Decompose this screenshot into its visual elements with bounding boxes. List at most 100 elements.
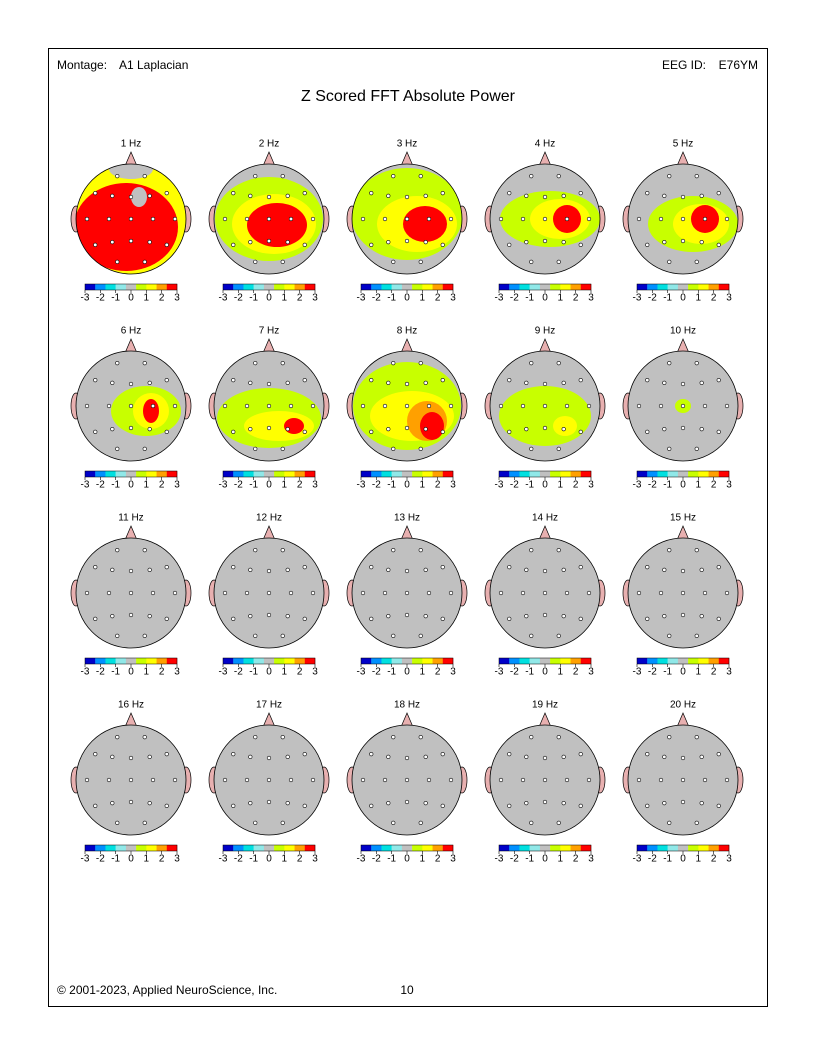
blobs (500, 191, 600, 247)
scale-swatch (432, 658, 443, 664)
electrode (694, 633, 699, 639)
electrode (724, 216, 730, 222)
electrode (680, 755, 686, 761)
scale-swatch (146, 471, 157, 477)
electrode (386, 193, 391, 198)
scale-tick-label: 2 (711, 667, 717, 678)
electrode (699, 427, 704, 432)
scale-swatch (223, 471, 234, 477)
scale-swatch (304, 845, 316, 851)
scale-swatch (637, 284, 648, 290)
scale-swatch (284, 845, 295, 851)
electrode (369, 803, 374, 808)
page-border (48, 48, 768, 1007)
electrode (524, 613, 529, 619)
scale-swatch (412, 284, 423, 290)
blobs (111, 386, 181, 436)
electrode (645, 616, 650, 621)
scale-swatch (560, 845, 571, 851)
electrode (280, 446, 285, 452)
scale-tick-label: 0 (542, 480, 548, 491)
electrode (93, 429, 98, 434)
scale-tick-label: 1 (558, 293, 564, 304)
electrode (93, 752, 98, 757)
scale-swatch (136, 658, 147, 664)
scale-tick-label: -3 (357, 854, 366, 865)
scale-tick-label: -1 (663, 293, 672, 304)
scale-swatch (637, 658, 648, 664)
electrode (84, 216, 90, 222)
electrode (542, 194, 548, 200)
electrode (231, 752, 236, 757)
electrode (667, 633, 672, 639)
scale-tick-label: -2 (510, 480, 519, 491)
power-region (109, 164, 153, 179)
scale-swatch (166, 658, 178, 664)
electrode (542, 425, 548, 431)
scale-swatch (412, 658, 423, 664)
scale-swatch (432, 284, 443, 290)
scale-swatch (263, 658, 275, 664)
scale-tick-label: 0 (128, 480, 134, 491)
scalp-outline (351, 537, 463, 649)
electrode (578, 378, 583, 383)
electrode (520, 777, 526, 783)
electrode (253, 547, 258, 553)
electrode (382, 590, 388, 596)
power-region (403, 206, 447, 242)
scale-swatch (156, 658, 167, 664)
electrode (369, 616, 374, 621)
electrode (172, 216, 178, 222)
electrode (423, 613, 428, 619)
electrode (164, 378, 169, 383)
electrode (310, 403, 316, 409)
electrode (542, 381, 548, 387)
scale-swatch (412, 471, 423, 477)
scale-tick-label: 2 (297, 480, 303, 491)
scale-tick-label: 0 (542, 293, 548, 304)
scale-swatch (708, 658, 719, 664)
head-map: 9 Hz -3 -2 -1 0 1 2 3 (484, 326, 606, 491)
blobs (499, 386, 591, 446)
scale-swatch (304, 658, 316, 664)
electrode (645, 191, 650, 196)
scale-swatch (519, 658, 530, 664)
electrode (680, 799, 686, 805)
electrode (404, 425, 410, 431)
scale-swatch (166, 284, 178, 290)
map-label: 7 Hz (259, 326, 280, 337)
scale-tick-label: 0 (404, 854, 410, 865)
scale-tick-label: -2 (96, 480, 105, 491)
electrode (164, 752, 169, 757)
scalp-outline (213, 724, 325, 836)
title: Z Scored FFT Absolute Power (301, 88, 516, 105)
scale-tick-label: -3 (495, 293, 504, 304)
electrode (636, 403, 642, 409)
scale-swatch (442, 471, 454, 477)
scale-tick-label: 2 (435, 854, 441, 865)
scale-tick-label: 1 (696, 854, 702, 865)
scale-swatch (677, 845, 689, 851)
electrode (498, 403, 504, 409)
montage: A1 Laplacian (119, 58, 188, 72)
electrode (507, 565, 512, 570)
scale-swatch (570, 658, 581, 664)
electrode (150, 777, 156, 783)
scale-tick-label: 3 (588, 293, 594, 304)
scale-swatch (263, 284, 275, 290)
scale-swatch (698, 284, 709, 290)
scalp-outline (627, 350, 739, 462)
electrode (542, 590, 548, 596)
electrode (285, 567, 290, 573)
electrode (106, 403, 112, 409)
electrode (147, 613, 152, 619)
scale-swatch (284, 658, 295, 664)
scale-swatch (580, 284, 592, 290)
head-map: 19 Hz -3 -2 -1 0 1 2 3 (484, 700, 606, 865)
scale-tick-label: -3 (81, 667, 90, 678)
map-label: 18 Hz (394, 700, 420, 711)
electrode (556, 259, 561, 265)
electrode (128, 777, 134, 783)
head-map: 15 Hz -3 -2 -1 0 1 2 3 (622, 513, 744, 678)
scale-tick-label: 0 (542, 854, 548, 865)
